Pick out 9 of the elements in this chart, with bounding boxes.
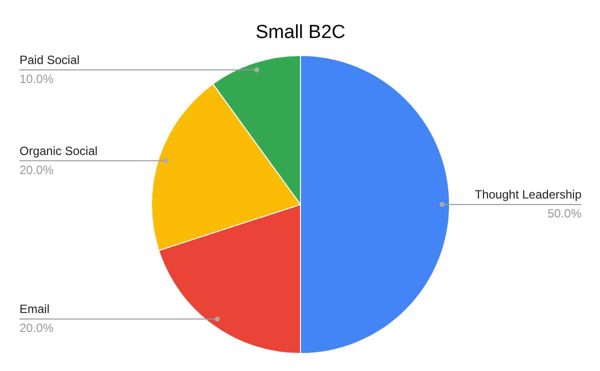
data-label: 20.0% bbox=[20, 321, 54, 336]
slice-label: Paid Social bbox=[20, 52, 80, 67]
chart-title: Small B2C bbox=[256, 22, 346, 43]
data-label: 10.0% bbox=[20, 72, 54, 86]
data-label: 50.0% bbox=[547, 206, 582, 220]
data-label: 20.0% bbox=[20, 162, 54, 177]
slice-label: Organic Social bbox=[20, 144, 98, 158]
slice-label: Email bbox=[20, 302, 50, 316]
slice-label: Thought Leadership bbox=[474, 188, 582, 202]
